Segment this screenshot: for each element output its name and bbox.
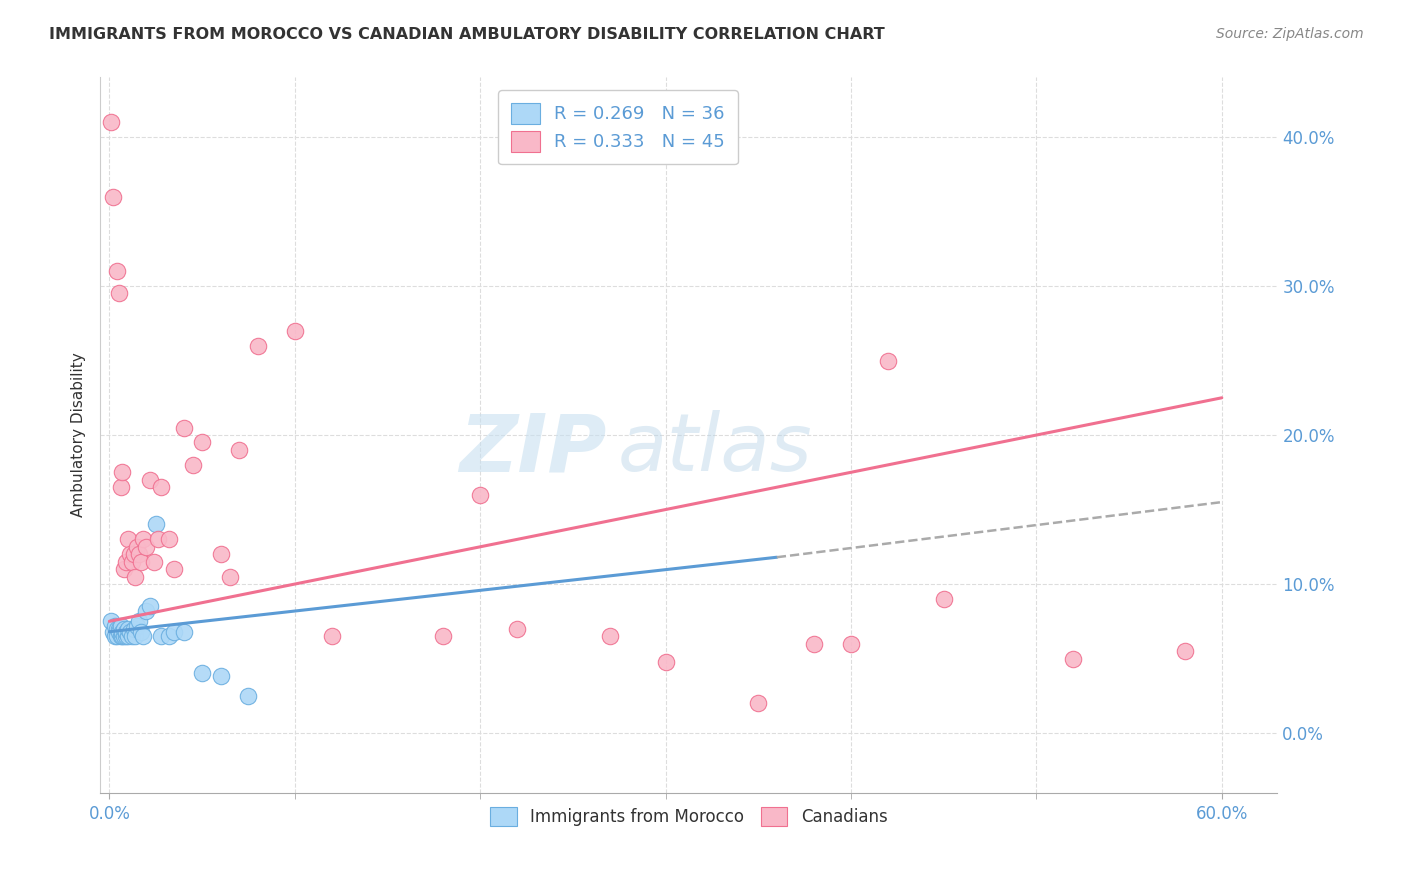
Point <box>105 622 128 636</box>
Point <box>803 637 825 651</box>
Point <box>111 629 134 643</box>
Point <box>117 533 139 547</box>
Point <box>132 533 155 547</box>
Point <box>107 622 129 636</box>
Point <box>122 622 145 636</box>
Point <box>839 637 862 651</box>
Point <box>128 615 150 629</box>
Point <box>173 624 195 639</box>
Point <box>1062 651 1084 665</box>
Point <box>139 599 162 614</box>
Point <box>115 629 138 643</box>
Point <box>127 619 149 633</box>
Point <box>219 569 242 583</box>
Point <box>127 540 149 554</box>
Point <box>209 669 232 683</box>
Point <box>1174 644 1197 658</box>
Point <box>747 696 769 710</box>
Point <box>139 473 162 487</box>
Point <box>112 622 135 636</box>
Point <box>163 624 186 639</box>
Point <box>122 547 145 561</box>
Point <box>105 629 128 643</box>
Text: IMMIGRANTS FROM MOROCCO VS CANADIAN AMBULATORY DISABILITY CORRELATION CHART: IMMIGRANTS FROM MOROCCO VS CANADIAN AMBU… <box>49 27 884 42</box>
Point <box>107 286 129 301</box>
Y-axis label: Ambulatory Disability: Ambulatory Disability <box>72 352 86 517</box>
Point <box>110 480 132 494</box>
Point <box>877 353 900 368</box>
Point <box>654 655 676 669</box>
Point <box>191 666 214 681</box>
Point <box>209 547 232 561</box>
Point <box>129 555 152 569</box>
Point <box>124 629 146 643</box>
Point <box>100 615 122 629</box>
Point <box>117 622 139 636</box>
Point <box>110 629 132 643</box>
Point <box>145 517 167 532</box>
Point <box>132 629 155 643</box>
Point <box>124 569 146 583</box>
Point <box>112 629 135 643</box>
Point <box>128 547 150 561</box>
Point <box>121 629 143 643</box>
Point <box>110 619 132 633</box>
Point <box>506 622 529 636</box>
Point <box>104 629 127 643</box>
Point <box>121 555 143 569</box>
Point <box>157 533 180 547</box>
Point <box>163 562 186 576</box>
Point <box>115 624 138 639</box>
Point <box>191 435 214 450</box>
Point <box>115 555 138 569</box>
Point <box>105 264 128 278</box>
Point <box>932 591 955 606</box>
Point <box>135 540 157 554</box>
Point <box>111 624 134 639</box>
Point <box>104 619 127 633</box>
Point <box>107 624 129 639</box>
Point <box>238 689 260 703</box>
Point <box>181 458 204 472</box>
Point <box>150 480 173 494</box>
Point <box>101 624 124 639</box>
Point <box>599 629 621 643</box>
Point <box>118 547 141 561</box>
Point <box>101 189 124 203</box>
Point <box>173 420 195 434</box>
Point <box>135 604 157 618</box>
Point <box>111 465 134 479</box>
Point <box>150 629 173 643</box>
Point <box>118 624 141 639</box>
Point <box>117 629 139 643</box>
Legend: Immigrants from Morocco, Canadians: Immigrants from Morocco, Canadians <box>482 798 896 834</box>
Point <box>284 324 307 338</box>
Point <box>246 338 269 352</box>
Point <box>157 629 180 643</box>
Point <box>146 533 169 547</box>
Point <box>432 629 454 643</box>
Point <box>112 562 135 576</box>
Point <box>129 624 152 639</box>
Point <box>142 555 165 569</box>
Text: Source: ZipAtlas.com: Source: ZipAtlas.com <box>1216 27 1364 41</box>
Point <box>321 629 343 643</box>
Point <box>100 115 122 129</box>
Text: atlas: atlas <box>619 410 813 488</box>
Point <box>470 488 492 502</box>
Text: ZIP: ZIP <box>458 410 606 488</box>
Point <box>228 442 250 457</box>
